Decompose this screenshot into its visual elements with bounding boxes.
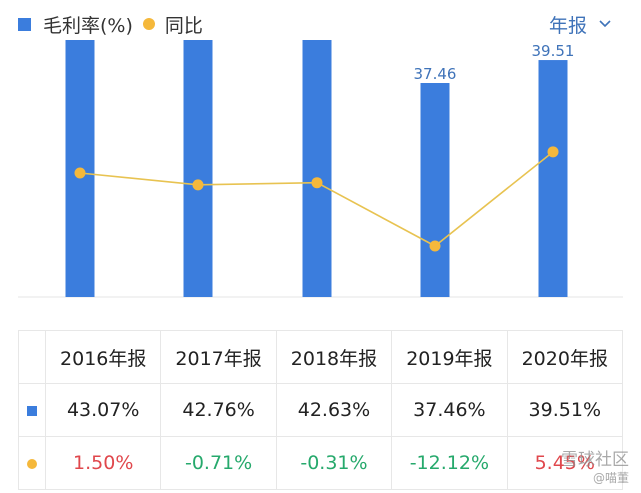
yoy-point-2019年报 xyxy=(429,240,441,252)
line-legend-swatch xyxy=(142,18,155,30)
table-cell: 42.76% xyxy=(160,383,277,437)
table-cell: -0.31% xyxy=(275,436,393,490)
bar-2017年报 xyxy=(183,40,213,298)
table-cell: -0.71% xyxy=(160,436,277,490)
bar-marker-icon xyxy=(27,406,37,416)
yoy-point-2018年报 xyxy=(311,177,323,189)
chevron-down-icon xyxy=(599,20,611,28)
table-corner-cell xyxy=(18,330,46,384)
period-selector-label: 年报 xyxy=(548,14,587,37)
line-marker-icon xyxy=(27,459,37,469)
table-header-cell: 2016年报 xyxy=(44,330,162,384)
table-header-cell: 2019年报 xyxy=(391,330,508,384)
watermark-handle: @喵董 xyxy=(592,470,629,485)
table-header-cell: 2020年报 xyxy=(506,330,624,384)
table-row-yoy: 1.50% -0.71% -0.31% -12.12% 5.45% xyxy=(18,436,624,490)
bar-2019年报 xyxy=(420,83,450,297)
bar-value-label: 37.46 xyxy=(414,65,457,83)
watermark: 雪球社区 @喵董 xyxy=(561,450,629,485)
yoy-point-2017年报 xyxy=(192,179,204,191)
bar-legend-swatch xyxy=(18,17,31,31)
yoy-point-2016年报 xyxy=(74,167,86,179)
watermark-text: 雪球社区 xyxy=(561,450,629,471)
table-cell: -12.12% xyxy=(391,436,508,490)
table-cell: 39.51% xyxy=(506,383,624,437)
table-cell: 43.07% xyxy=(44,383,162,437)
table-cell: 1.50% xyxy=(44,436,162,490)
table-row-gross-margin: 43.07% 42.76% 42.63% 37.46% 39.51% xyxy=(18,383,624,437)
period-selector[interactable]: 年报 xyxy=(548,12,611,37)
yoy-point-2020年报 xyxy=(547,146,559,158)
bar-legend-label: 毛利率(%) xyxy=(43,14,133,37)
table-row-marker xyxy=(18,436,46,490)
chart-legend: 毛利率(%) 同比 xyxy=(18,12,203,37)
data-table: 2016年报 2017年报 2018年报 2019年报 2020年报 43.07… xyxy=(18,330,624,490)
table-row-marker xyxy=(18,383,46,437)
table-header-cell: 2017年报 xyxy=(160,330,277,384)
table-cell: 42.63% xyxy=(275,383,393,437)
bar-2020年报 xyxy=(538,60,568,297)
line-legend-label: 同比 xyxy=(164,14,203,37)
table-cell: 37.46% xyxy=(391,383,508,437)
table-header-cell: 2018年报 xyxy=(275,330,393,384)
bar-value-label: 39.51 xyxy=(532,42,575,60)
table-header-row: 2016年报 2017年报 2018年报 2019年报 2020年报 xyxy=(18,330,624,384)
table-cell: 5.45% xyxy=(506,436,624,490)
bar-2018年报 xyxy=(302,40,332,297)
